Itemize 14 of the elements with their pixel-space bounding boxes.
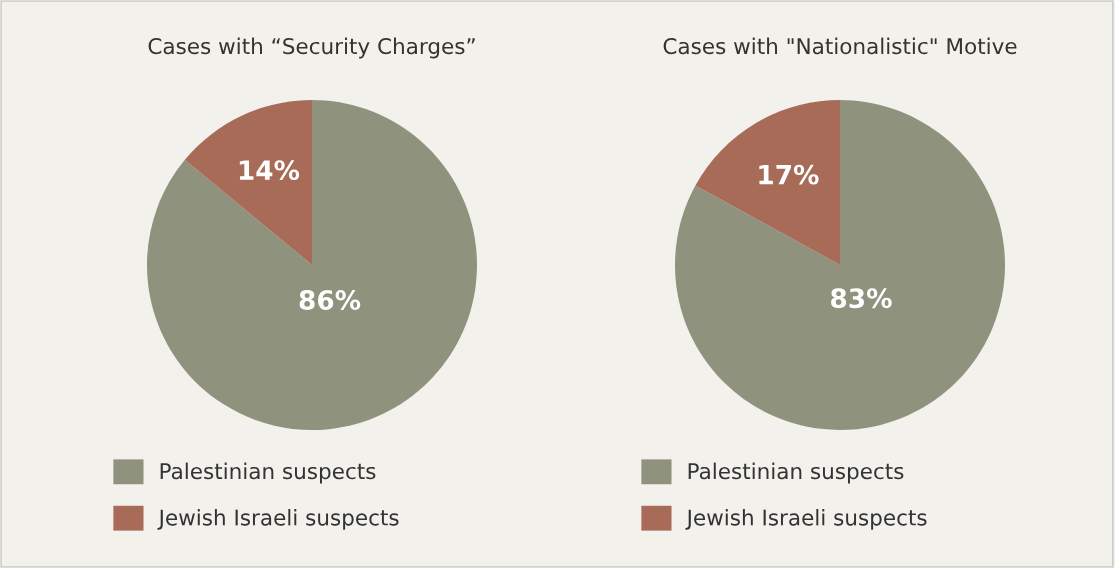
- pie-slice: [147, 100, 477, 430]
- data-label: 86%: [299, 290, 361, 310]
- data-label: 83%: [831, 288, 892, 309]
- legend-label: Palestinian suspects: [688, 462, 904, 484]
- legend-label: Jewish Israeli suspects: [685, 509, 927, 530]
- pie-slice: [695, 100, 840, 265]
- pie-slice: [675, 100, 1005, 430]
- chart-title: Cases with "Nationalistic" Motive: [663, 37, 1017, 55]
- legend-label: Jewish Israeli suspects: [157, 509, 399, 530]
- data-label: 17%: [759, 164, 819, 185]
- data-label: 14%: [239, 160, 300, 181]
- chart-title: Cases with “Security Charges”: [148, 37, 475, 59]
- legend-label: Palestinian suspects: [160, 462, 376, 484]
- pie-slice: [184, 100, 312, 265]
